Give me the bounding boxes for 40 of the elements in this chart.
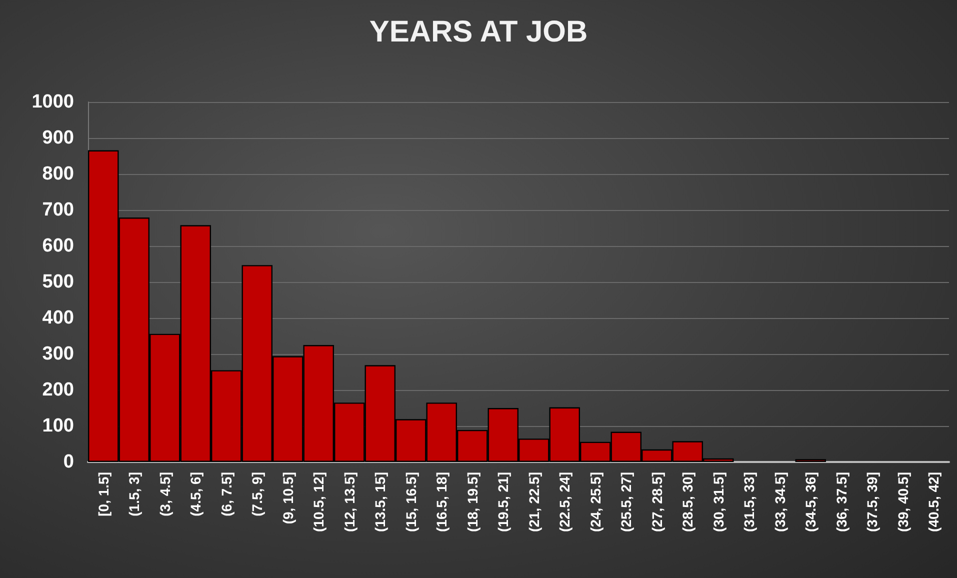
chart-title: YEARS AT JOB xyxy=(369,16,588,48)
y-tick-label: 500 xyxy=(42,272,74,292)
x-tick-label: (21, 22.5] xyxy=(526,472,542,532)
x-tick-label: (28.5, 30] xyxy=(680,472,696,532)
x-tick-label: (40.5, 42] xyxy=(926,472,942,532)
x-tick-label: (6, 7.5] xyxy=(218,472,234,516)
y-tick-label: 1000 xyxy=(32,92,74,112)
x-tick-label: (27, 28.5] xyxy=(648,472,665,532)
x-tick-label: (15, 16.5] xyxy=(402,472,419,532)
x-tick-label: (18, 19.5] xyxy=(464,472,480,532)
x-tick-label: (24, 25.5] xyxy=(587,472,604,532)
y-tick-label: 700 xyxy=(42,200,74,220)
y-tick-label: 400 xyxy=(42,308,74,328)
x-tick-label: (10.5, 12] xyxy=(310,472,327,532)
y-tick-label: 900 xyxy=(42,128,74,148)
x-tick-label: (37.5, 39] xyxy=(864,472,880,532)
y-tick-label: 800 xyxy=(42,164,74,184)
x-tick-label: (12, 13.5] xyxy=(341,472,358,532)
x-tick-label: (39, 40.5] xyxy=(894,472,911,532)
y-tick-label: 0 xyxy=(63,452,74,472)
x-tick-label: (3, 4.5] xyxy=(156,472,173,516)
x-tick-label: (19.5, 21] xyxy=(495,472,512,532)
y-tick-label: 300 xyxy=(42,344,74,364)
x-tick-label: (30, 31.5] xyxy=(710,472,726,532)
y-tick-label: 100 xyxy=(42,416,74,436)
x-tick-label: (34.5, 36] xyxy=(802,472,819,532)
x-tick-label: (25.5, 27] xyxy=(618,472,634,532)
x-tick-label: (16.5, 18] xyxy=(434,472,450,532)
x-tick-label: (1.5, 3] xyxy=(126,472,142,516)
x-tick-label: (31.5, 33] xyxy=(741,472,758,532)
x-tick-label: [0, 1.5] xyxy=(95,472,112,516)
x-tick-label: (4.5, 6] xyxy=(188,472,204,516)
y-tick-label: 200 xyxy=(42,380,74,400)
x-tick-label: (33, 34.5] xyxy=(772,472,788,532)
x-tick-label: (13.5, 15] xyxy=(372,472,388,532)
y-tick-label: 600 xyxy=(42,236,74,256)
x-tick-label: (7.5, 9] xyxy=(249,472,266,516)
x-tick-label: (36, 37.5] xyxy=(833,472,850,532)
x-tick-label: (22.5, 24] xyxy=(556,472,573,532)
x-tick-label: (9, 10.5] xyxy=(280,472,296,524)
